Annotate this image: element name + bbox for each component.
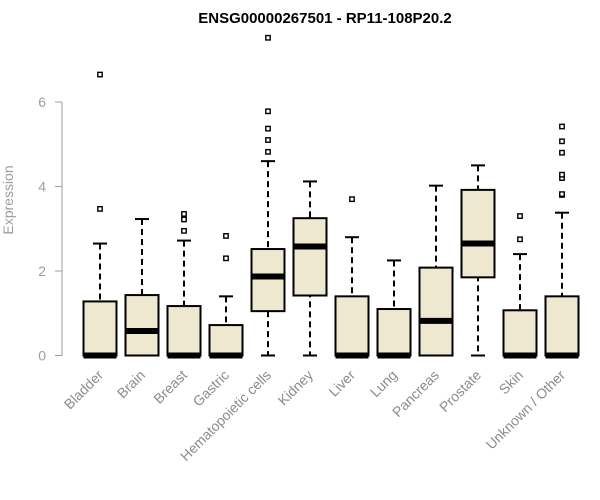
box: [334, 295, 370, 357]
box-group: [208, 233, 244, 359]
outlier-point: [559, 138, 565, 145]
box: [208, 324, 244, 357]
outlier-point: [97, 205, 103, 212]
x-tick-label: Pancreas: [389, 367, 442, 420]
outlier-point: [265, 148, 271, 155]
y-tick-label: 4: [38, 179, 46, 195]
box-group: [502, 213, 538, 359]
plot-area: [82, 34, 580, 359]
box-group: [460, 164, 496, 357]
box: [544, 295, 580, 357]
outlier-point: [559, 149, 565, 156]
box-group: [124, 218, 160, 357]
box-group: [376, 259, 412, 359]
outlier-point: [223, 233, 229, 239]
outlier-point: [223, 255, 229, 262]
outlier-point: [517, 213, 523, 219]
outlier-point: [265, 125, 271, 132]
x-tick-label: Kidney: [275, 367, 317, 409]
x-tick-label: Brain: [114, 367, 148, 401]
outlier-point: [349, 196, 355, 203]
outlier-point: [559, 123, 565, 130]
outlier-point: [517, 236, 523, 243]
box: [166, 305, 202, 357]
box: [292, 217, 328, 297]
outlier-point: [559, 171, 565, 178]
box: [376, 308, 412, 357]
y-tick-label: 2: [38, 263, 46, 279]
outlier-point: [181, 216, 187, 223]
x-tick-label: Prostate: [436, 367, 484, 415]
box-group: [544, 123, 580, 359]
outlier-point: [265, 137, 271, 143]
box-group: [82, 71, 118, 359]
outlier-point: [265, 108, 271, 115]
outlier-point: [559, 191, 565, 198]
box-group: [250, 34, 286, 357]
box: [82, 300, 118, 357]
box: [460, 188, 496, 279]
box: [250, 248, 286, 313]
box: [418, 266, 454, 357]
x-tick-label: Skin: [496, 367, 527, 398]
box-group: [166, 211, 202, 359]
box: [124, 294, 160, 357]
box-group: [334, 196, 370, 359]
outlier-point: [181, 211, 187, 217]
x-tick-label: Breast: [150, 367, 190, 407]
box: [502, 309, 538, 357]
y-tick-label: 6: [38, 94, 46, 110]
outlier-point: [181, 227, 187, 234]
box-group: [292, 180, 328, 357]
y-axis-label: Expression: [0, 165, 16, 234]
y-axis: 0 2 4 6: [38, 94, 63, 364]
chart-title: ENSG00000267501 - RP11-108P20.2: [198, 10, 452, 27]
box-group: [418, 184, 454, 357]
outlier-point: [265, 34, 271, 41]
x-tick-label: Bladder: [61, 367, 107, 413]
outlier-point: [97, 71, 103, 78]
x-tick-label: Unknown / Other: [483, 367, 569, 453]
y-tick-label: 0: [38, 348, 46, 364]
x-tick-label: Liver: [325, 367, 358, 400]
x-tick-label: Lung: [367, 367, 400, 400]
